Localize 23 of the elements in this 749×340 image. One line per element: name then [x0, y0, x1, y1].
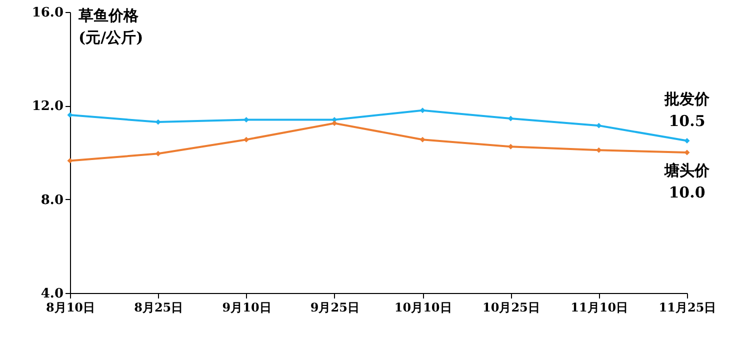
x-tick-label: 10月25日 [482, 300, 540, 314]
point [420, 108, 426, 114]
y-tick-label: 12.0 [32, 99, 64, 114]
y-tick-label: 16.0 [32, 6, 64, 20]
point [332, 120, 338, 126]
data-label: 10.0 [668, 184, 706, 202]
x-tick-label: 8月10日 [46, 300, 96, 314]
x-tick-label: 9月10日 [222, 300, 272, 314]
x-tick-label: 9月25日 [310, 300, 360, 314]
point [420, 136, 426, 142]
x-tick-label: 8月25日 [134, 300, 184, 314]
y-tick-label: 4.0 [40, 286, 64, 302]
y-axis-title: 草鱼价格 (元/公斤) [78, 6, 144, 46]
x-tick-label: 11月10日 [570, 300, 628, 314]
point [244, 136, 250, 142]
series-label: 塘头价 [664, 162, 710, 180]
series-label: 批发价 [664, 90, 710, 108]
data-label: 10.5 [668, 112, 706, 130]
x-tick-label: 11月25日 [658, 300, 716, 314]
point [684, 138, 690, 144]
x-tick-label: 10月10日 [394, 300, 452, 314]
point [67, 112, 73, 118]
y-tick-label: 8.0 [40, 192, 64, 208]
